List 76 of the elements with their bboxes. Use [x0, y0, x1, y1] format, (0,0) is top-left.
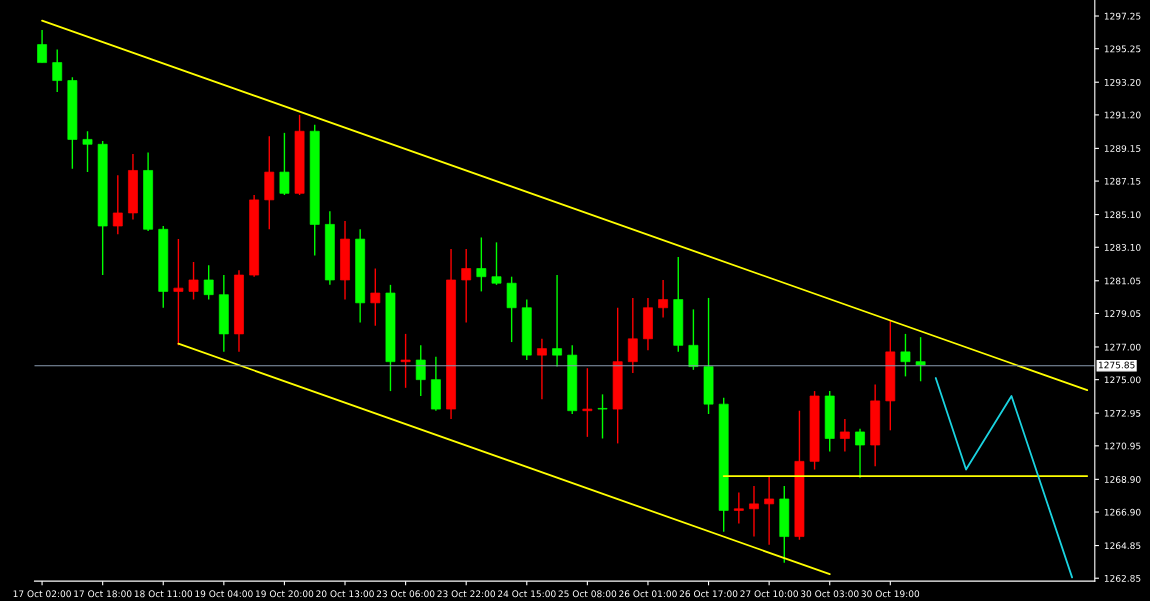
y-tick-label: 1291.20 [1104, 111, 1141, 119]
candlestick [900, 333, 911, 378]
y-tick-label: 1279.05 [1104, 310, 1141, 318]
candlestick [779, 485, 790, 564]
candlestick [703, 297, 714, 415]
candlestick [718, 396, 729, 533]
candlestick [385, 284, 396, 392]
x-tick-label: 25 Oct 08:00 [558, 590, 617, 598]
x-tick-label: 20 Oct 13:00 [316, 590, 374, 598]
candlestick [809, 390, 820, 471]
candlestick [97, 140, 108, 276]
y-tick-label: 1262.85 [1104, 574, 1141, 582]
y-tick-label: 1289.15 [1104, 145, 1141, 152]
candlestick [82, 130, 93, 173]
y-tick-label: 1268.90 [1104, 476, 1141, 483]
x-tick-label: 19 Oct 20:00 [255, 590, 314, 598]
candlestick [491, 241, 502, 286]
x-tick-label: 17 Oct 02:00 [13, 590, 71, 598]
candlestick [203, 264, 214, 301]
candlestick [597, 393, 608, 440]
candlestick [188, 261, 199, 301]
candlestick [370, 267, 381, 327]
candlestick [52, 48, 63, 93]
candlestick [537, 338, 547, 400]
candlestick [279, 132, 290, 196]
candlestick [309, 124, 320, 257]
candlestick [794, 410, 805, 541]
candlestick [67, 76, 78, 170]
x-tick-label: 26 Oct 17:00 [679, 590, 738, 598]
candlestick [112, 174, 123, 235]
candlestick [824, 390, 835, 453]
y-tick-label: 1266.90 [1104, 508, 1141, 516]
candlestick [506, 275, 517, 343]
candlestick [855, 427, 865, 479]
candlestick [839, 418, 850, 453]
y-tick-label: 1295.25 [1104, 45, 1141, 53]
line-series [934, 377, 1073, 579]
ref-line-label: 1275.85 [1098, 361, 1135, 369]
x-tick-label: 19 Oct 04:00 [195, 590, 253, 598]
y-tick-label: 1275.00 [1104, 376, 1141, 384]
x-tick-label: 18 Oct 11:00 [134, 590, 193, 598]
candlestick [567, 344, 578, 415]
y-tick-label: 1281.05 [1104, 277, 1141, 285]
x-tick-label: 23 Oct 22:00 [437, 590, 496, 598]
candlestick [158, 225, 169, 309]
x-tick-label: 17 Oct 18:00 [74, 590, 132, 598]
y-tick-label: 1264.85 [1104, 542, 1141, 550]
x-tick-label: 23 Oct 06:00 [376, 590, 435, 598]
candlestick [521, 298, 532, 361]
y-tick-label: 1270.95 [1104, 442, 1141, 450]
candlestick [733, 491, 744, 525]
candlestick [264, 135, 275, 230]
candlestick [400, 333, 411, 389]
y-tick-label: 1277.00 [1104, 343, 1141, 351]
candlestick [885, 320, 896, 432]
candlestick [915, 336, 926, 382]
candlestick [612, 307, 623, 445]
x-tick-label: 26 Oct 01:00 [619, 590, 677, 598]
y-tick-label: 1297.25 [1104, 12, 1141, 20]
y-tick-label: 1283.10 [1104, 244, 1141, 251]
y-tick-label: 1285.10 [1104, 211, 1141, 219]
candlestick [582, 367, 593, 438]
x-tick-label: 24 Oct 15:00 [498, 590, 556, 598]
candlestick [476, 236, 487, 293]
x-tick-label: 27 Oct 10:00 [740, 590, 798, 598]
candlestick [415, 344, 426, 397]
candlestick [552, 274, 562, 368]
x-tick-label: 30 Oct 03:00 [800, 590, 859, 598]
y-tick-label: 1287.15 [1104, 177, 1141, 185]
candlestick [688, 308, 699, 371]
x-tick-label: 30 Oct 19:00 [861, 590, 920, 598]
candlestick [294, 114, 305, 196]
y-tick-label: 1272.95 [1104, 409, 1141, 417]
candlestick [673, 256, 684, 353]
y-tick-label: 1293.20 [1104, 78, 1141, 86]
candlestick [764, 475, 775, 546]
